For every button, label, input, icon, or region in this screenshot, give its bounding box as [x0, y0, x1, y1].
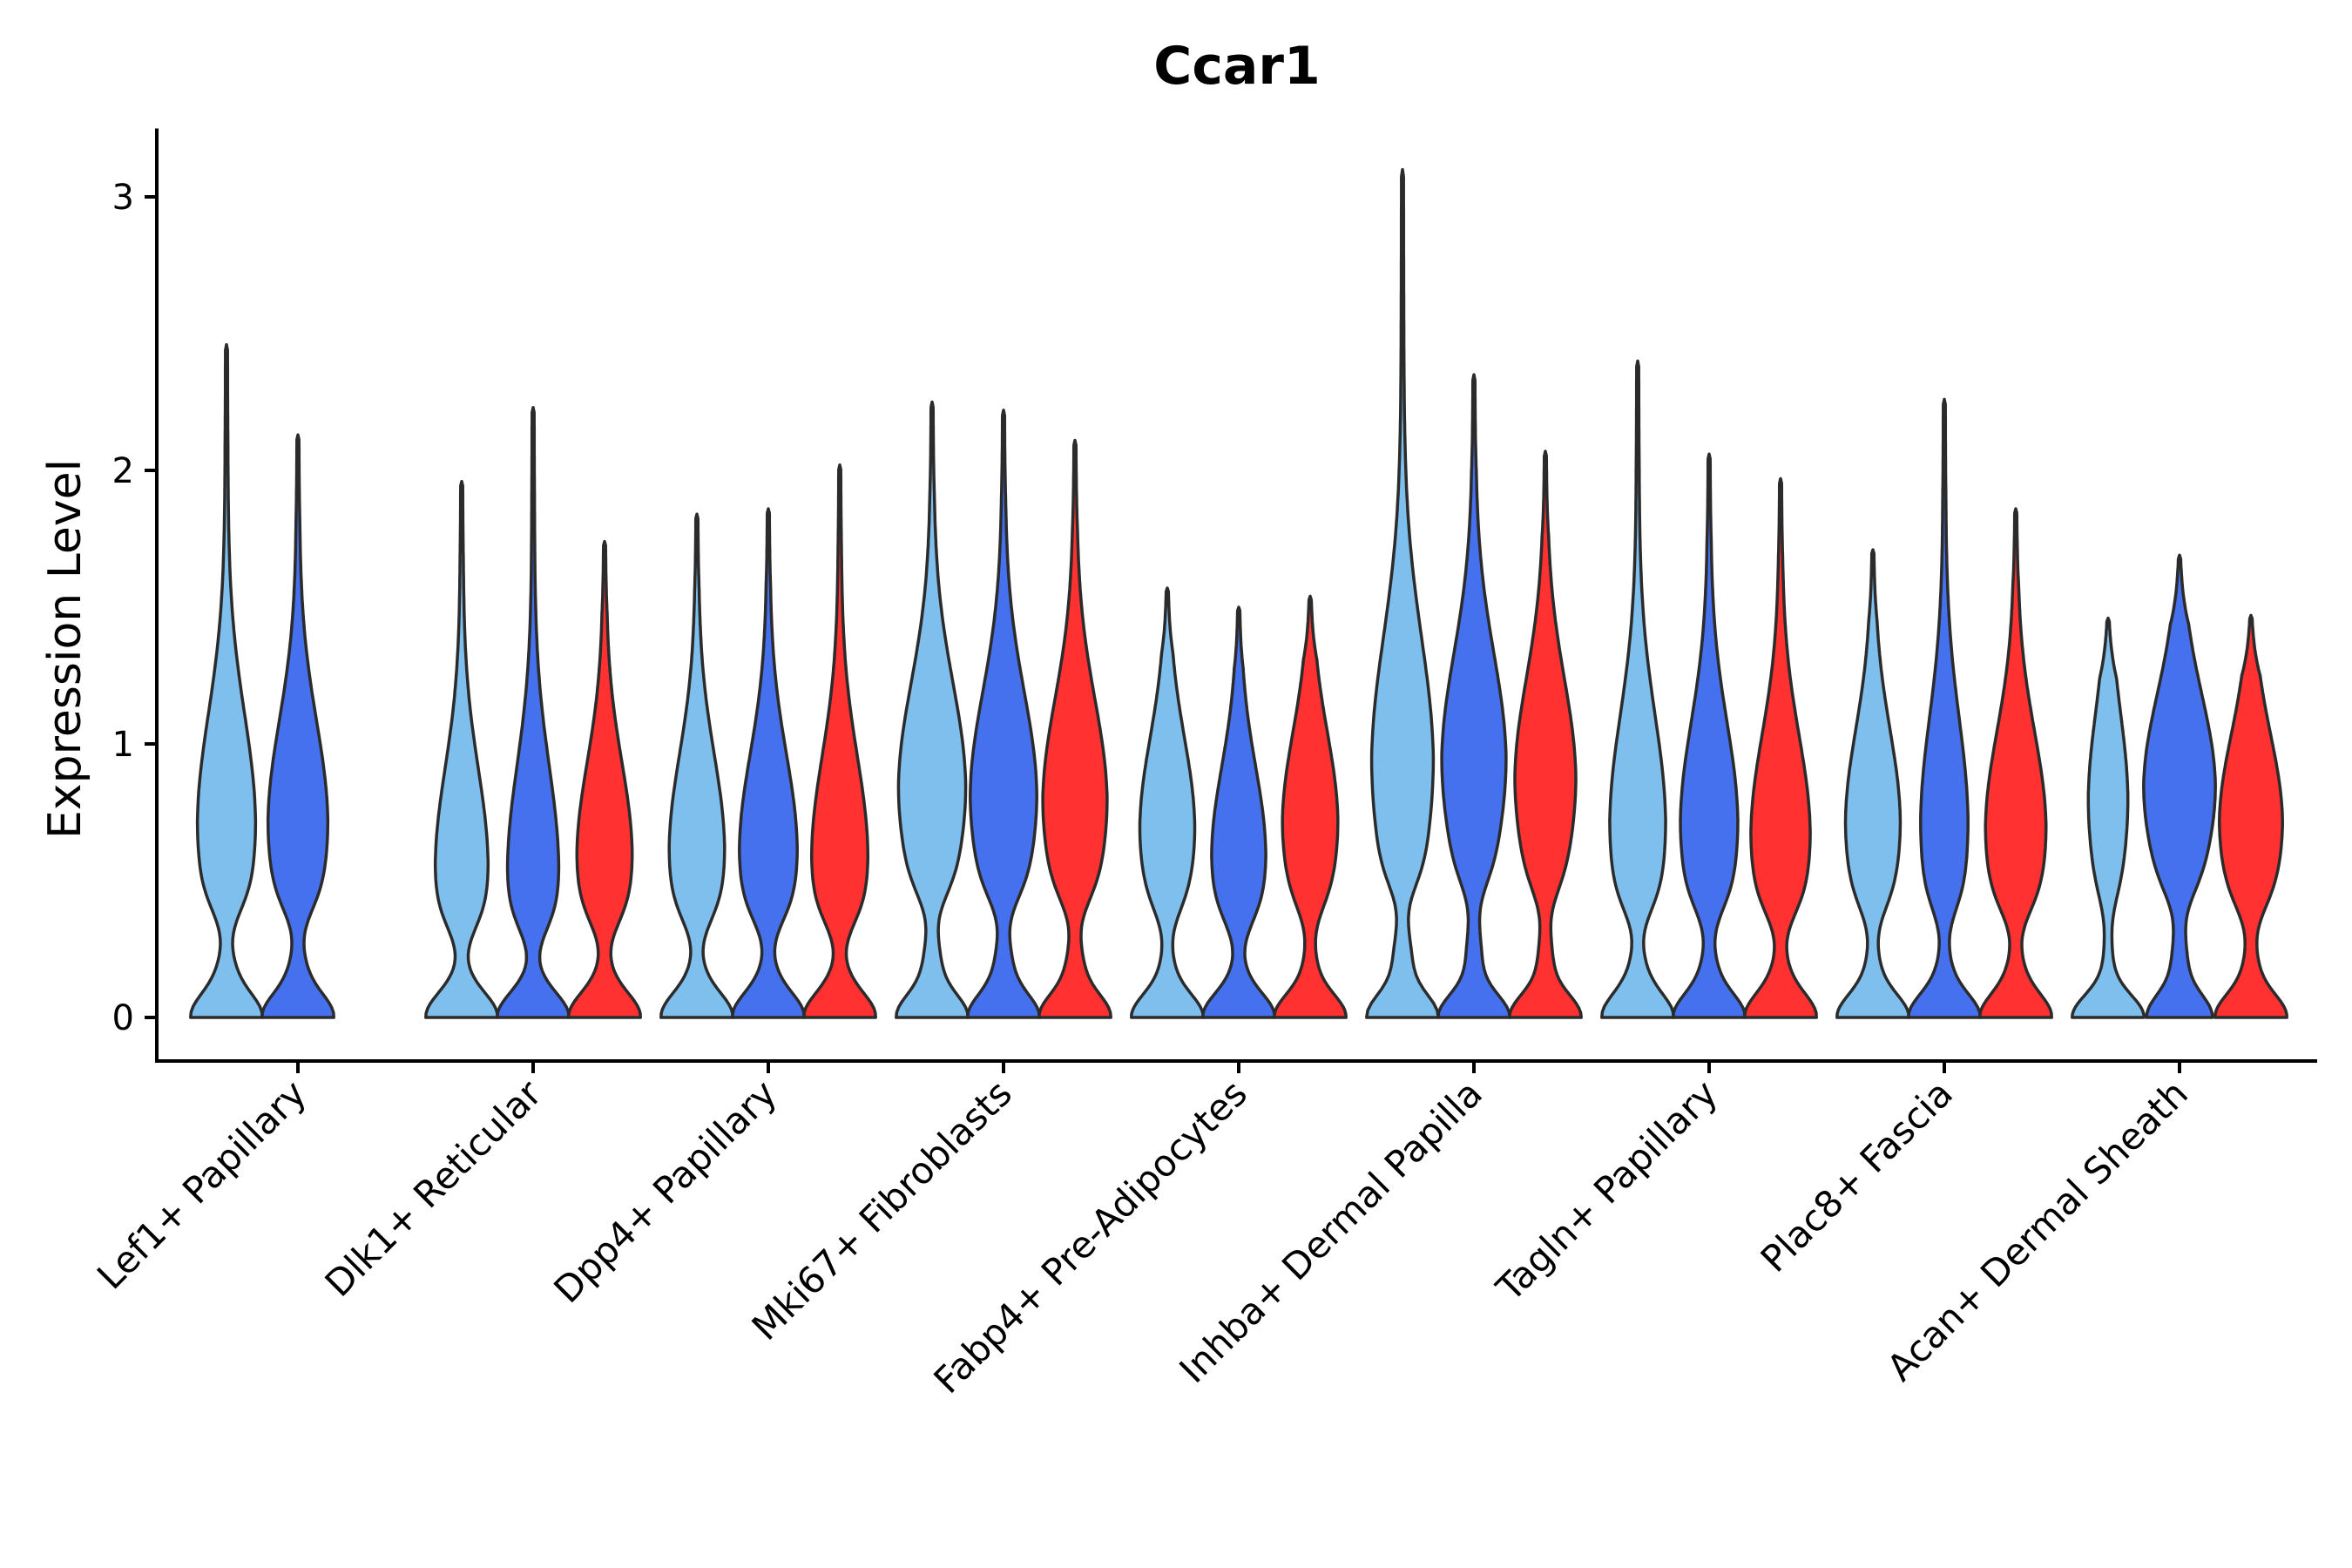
violins-layer: [189, 167, 2288, 1019]
violin-group3-7: [1743, 476, 1818, 1019]
violin-group2-1: [260, 433, 335, 1019]
violin-group3-3: [802, 463, 877, 1019]
violin-group2-8: [1907, 397, 1982, 1019]
violin-group1-2: [424, 479, 499, 1019]
violin-group2-5: [1201, 605, 1276, 1019]
x-tick-label: Dlk1+ Reticular: [317, 1071, 551, 1305]
violin-group3-5: [1273, 594, 1348, 1019]
violin-group1-5: [1130, 586, 1205, 1019]
x-tick-label: Plac8+ Fascia: [1753, 1071, 1961, 1280]
violin-group2-9: [2142, 553, 2217, 1019]
x-tick-label: Mki67+ Fibroblasts: [744, 1071, 1020, 1348]
violin-group3-4: [1037, 438, 1112, 1019]
violin-group1-1: [189, 342, 264, 1019]
violin-group1-9: [2071, 616, 2146, 1019]
violin-group2-2: [496, 406, 571, 1019]
violin-group1-7: [1600, 359, 1675, 1019]
violin-group3-9: [2213, 613, 2288, 1019]
violin-group1-4: [895, 400, 970, 1019]
y-axis-label: Expression Level: [39, 459, 91, 839]
y-tick-label: 2: [112, 451, 134, 491]
y-tick-label: 3: [112, 178, 134, 218]
axes-layer: 0 1 2 3 Lef1+ Papillary Dlk1+ ReticularDpp4+ …: [89, 128, 2317, 1402]
violin-group3-2: [567, 539, 642, 1019]
x-tick-label: Dpp4+ Papillary: [545, 1071, 785, 1311]
violin-group2-7: [1672, 452, 1747, 1019]
y-tick-label: 0: [112, 998, 134, 1038]
x-tick-label: Lef1+ Papillary: [89, 1071, 314, 1297]
violin-group3-6: [1508, 449, 1583, 1019]
violin-group1-3: [659, 512, 734, 1019]
violin-group2-3: [731, 507, 806, 1019]
violin-group3-8: [1978, 507, 2053, 1019]
chart-title: Ccar1: [1153, 36, 1320, 97]
violin-group1-8: [1835, 548, 1910, 1019]
violin-group1-6: [1365, 167, 1440, 1019]
violin-group2-4: [966, 409, 1041, 1019]
x-tick-label: Tagln+ Papillary: [1488, 1071, 1726, 1309]
y-tick-label: 1: [112, 725, 134, 765]
violin-group2-6: [1436, 373, 1511, 1019]
